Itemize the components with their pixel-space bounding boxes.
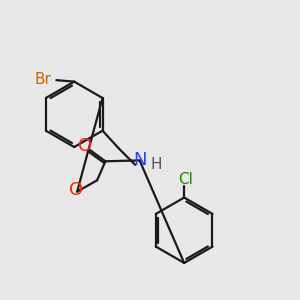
- Text: O: O: [69, 181, 83, 199]
- Text: H: H: [150, 158, 162, 172]
- Text: O: O: [77, 137, 92, 155]
- Text: Br: Br: [34, 72, 51, 87]
- Text: Cl: Cl: [178, 172, 193, 187]
- Text: N: N: [133, 152, 146, 169]
